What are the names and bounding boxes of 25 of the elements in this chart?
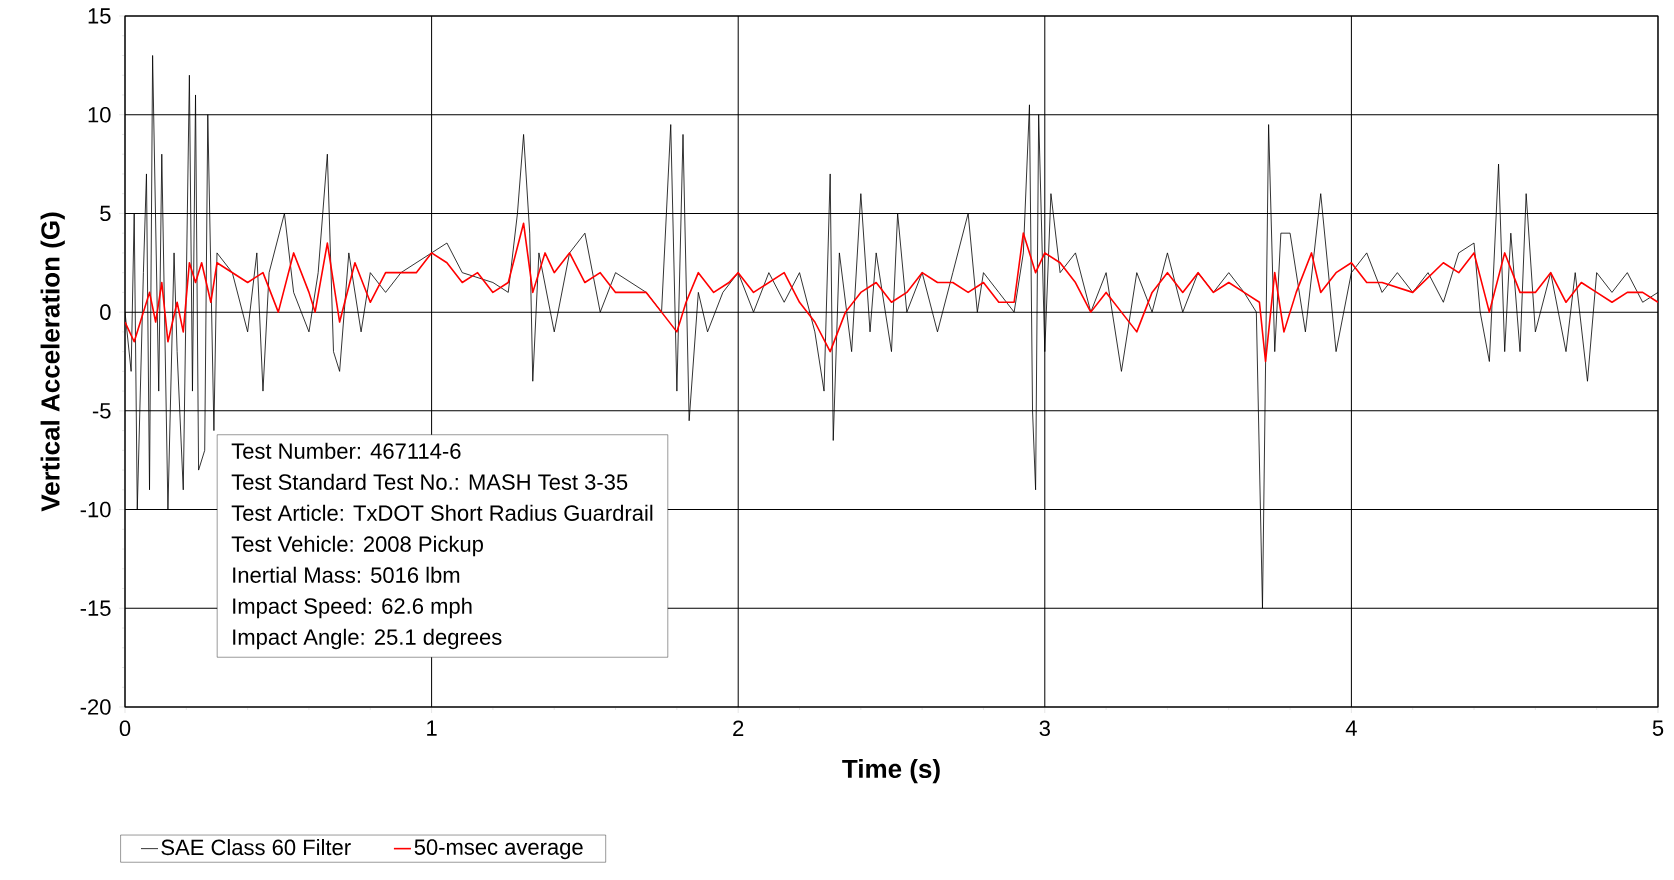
- annotation: Test Standard Test No.: MASH Test 3-35: [231, 473, 628, 490]
- annotation: Impact Speed: 62.6 mph: [233, 597, 472, 619]
- y-tick-label: -10: [80, 501, 111, 518]
- annotation: Inertial Mass: 5016 lbm: [233, 566, 460, 583]
- y-tick-label: -5: [92, 403, 111, 419]
- annotation: Test Number: 467114-6: [231, 442, 461, 459]
- y-tick-label: 5: [100, 205, 111, 222]
- legend-label: SAE Class 60 Filter: [161, 839, 351, 856]
- legend-label: 50-msec average: [414, 839, 583, 860]
- y-tick-label: -15: [80, 600, 111, 616]
- x-axis-title: Time (s): [842, 758, 940, 784]
- annotation: Test Vehicle: 2008 Pickup: [231, 535, 483, 557]
- y-tick-label: 10: [88, 106, 111, 123]
- x-tick-label: 1: [427, 720, 437, 736]
- y-tick-label: -20: [80, 699, 111, 715]
- y-tick-label: 15: [88, 8, 111, 24]
- y-tick-label: 0: [100, 304, 111, 320]
- y-axis-title: Vertical Acceleration (G): [40, 212, 65, 512]
- annotation: Test Article: TxDOT Short Radius Guardrail: [231, 504, 653, 521]
- annotation: Impact Angle: 25.1 degrees: [233, 628, 502, 650]
- x-tick-label: 5: [1652, 720, 1664, 736]
- x-tick-label: 2: [733, 720, 744, 736]
- x-tick-label: 4: [1345, 720, 1357, 736]
- x-tick-label: 0: [119, 720, 131, 737]
- x-tick-label: 3: [1039, 720, 1050, 737]
